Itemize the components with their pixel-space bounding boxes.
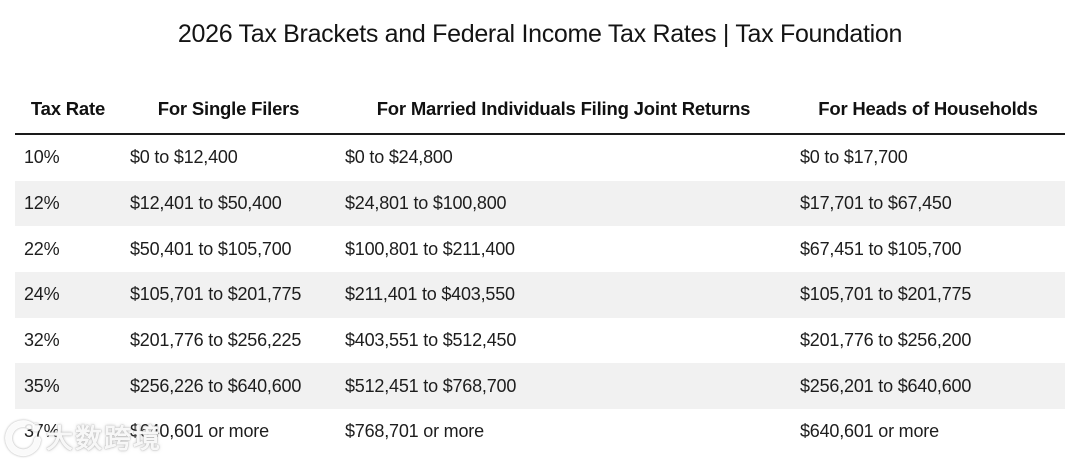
tax-brackets-table: Tax Rate For Single Filers For Married I… <box>15 85 1065 455</box>
page-title: 2026 Tax Brackets and Federal Income Tax… <box>177 20 903 48</box>
cell-tax-rate: 37% <box>24 421 60 442</box>
table-row: 24% $105,701 to $201,775 $211,401 to $40… <box>15 272 1065 318</box>
cell-married-joint: $24,801 to $100,800 <box>336 180 791 227</box>
cell-tax-rate: 22% <box>24 238 60 259</box>
table-row: 22% $50,401 to $105,700 $100,801 to $211… <box>15 226 1065 272</box>
column-header-single-filers: For Single Filers <box>121 85 336 135</box>
cell-head-of-household: $17,701 to $67,450 <box>791 180 1065 227</box>
cell-head-of-household: $67,451 to $105,700 <box>800 238 962 259</box>
cell-married-joint: $512,451 to $768,700 <box>336 363 791 410</box>
cell-married-joint: $403,551 to $512,450 <box>345 330 517 351</box>
cell-head-of-household: $256,201 to $640,600 <box>791 363 1065 410</box>
table-row: 37% $640,601 or more $768,701 or more $6… <box>15 409 1065 455</box>
cell-head-of-household: $0 to $17,700 <box>800 147 908 168</box>
table-row: 32% $201,776 to $256,225 $403,551 to $51… <box>15 318 1065 364</box>
cell-head-of-household: $105,701 to $201,775 <box>791 272 1065 318</box>
cell-single: $50,401 to $105,700 <box>130 238 292 259</box>
cell-single: $12,401 to $50,400 <box>121 180 336 227</box>
cell-single: $201,776 to $256,225 <box>130 330 302 351</box>
cell-tax-rate: 10% <box>24 147 60 168</box>
column-header-tax-rate: Tax Rate <box>15 85 121 135</box>
cell-single: $640,601 or more <box>130 421 269 442</box>
cell-tax-rate: 35% <box>15 363 121 410</box>
cell-single: $0 to $12,400 <box>130 147 238 168</box>
cell-tax-rate: 32% <box>24 330 60 351</box>
table-row: 35% $256,226 to $640,600 $512,451 to $76… <box>15 363 1065 410</box>
cell-married-joint: $211,401 to $403,550 <box>336 272 791 318</box>
cell-married-joint: $768,701 or more <box>345 421 484 442</box>
cell-married-joint: $100,801 to $211,400 <box>345 238 515 259</box>
table-row: 10% $0 to $12,400 $0 to $24,800 $0 to $1… <box>15 134 1065 181</box>
column-header-married-joint: For Married Individuals Filing Joint Ret… <box>336 85 791 135</box>
cell-tax-rate: 24% <box>15 272 121 318</box>
column-header-heads-of-households: For Heads of Households <box>791 85 1065 135</box>
cell-head-of-household: $201,776 to $256,200 <box>800 330 972 351</box>
cell-head-of-household: $640,601 or more <box>800 421 939 442</box>
cell-tax-rate: 12% <box>15 180 121 227</box>
header-row: Tax Rate For Single Filers For Married I… <box>15 85 1065 135</box>
cell-single: $256,226 to $640,600 <box>121 363 336 410</box>
cell-single: $105,701 to $201,775 <box>121 272 336 318</box>
cell-married-joint: $0 to $24,800 <box>345 147 453 168</box>
table-row: 12% $12,401 to $50,400 $24,801 to $100,8… <box>15 180 1065 227</box>
